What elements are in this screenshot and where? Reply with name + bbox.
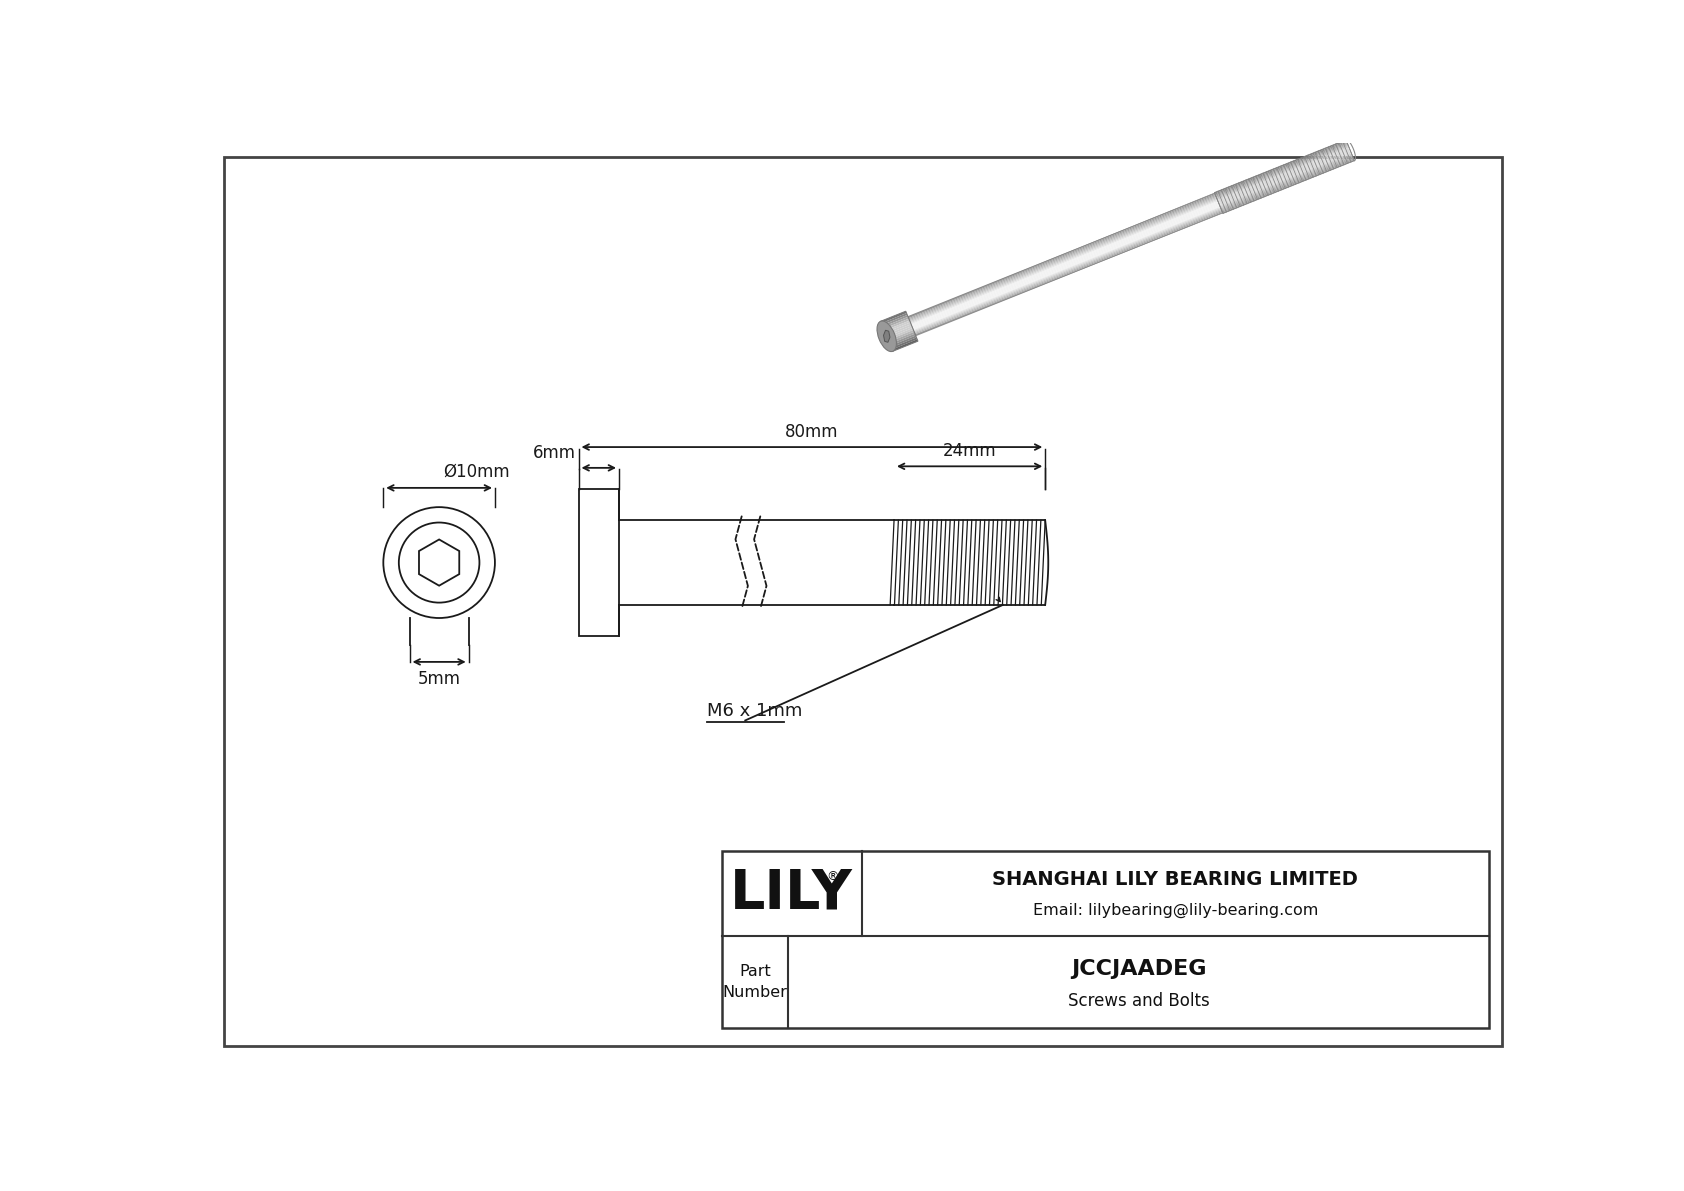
Polygon shape — [913, 204, 1219, 329]
Text: 80mm: 80mm — [785, 423, 839, 441]
Polygon shape — [1221, 157, 1354, 212]
Polygon shape — [1219, 152, 1352, 206]
Text: LILY: LILY — [731, 867, 854, 921]
Polygon shape — [914, 208, 1221, 333]
Polygon shape — [913, 206, 1221, 330]
Polygon shape — [882, 317, 909, 329]
Polygon shape — [1218, 149, 1351, 202]
Ellipse shape — [877, 322, 896, 351]
Polygon shape — [909, 198, 1218, 323]
Text: Screws and Bolts: Screws and Bolts — [1068, 992, 1209, 1010]
Polygon shape — [419, 540, 460, 586]
Polygon shape — [911, 202, 1219, 326]
Polygon shape — [886, 323, 911, 335]
Polygon shape — [913, 207, 1221, 331]
Circle shape — [384, 507, 495, 618]
Polygon shape — [914, 210, 1223, 335]
Text: ®: ® — [825, 871, 839, 884]
Polygon shape — [1218, 146, 1349, 201]
Polygon shape — [1221, 156, 1352, 210]
Polygon shape — [908, 193, 1216, 317]
Polygon shape — [1218, 146, 1349, 200]
Polygon shape — [881, 313, 908, 325]
Polygon shape — [1219, 150, 1351, 204]
Text: JCCJAADEG: JCCJAADEG — [1071, 960, 1206, 979]
Polygon shape — [887, 330, 914, 342]
Polygon shape — [1214, 141, 1347, 194]
Polygon shape — [916, 212, 1223, 336]
Text: Ø10mm: Ø10mm — [443, 462, 510, 480]
Polygon shape — [882, 314, 908, 326]
Polygon shape — [884, 319, 909, 331]
Polygon shape — [1223, 160, 1354, 213]
Text: 5mm: 5mm — [418, 669, 461, 687]
Polygon shape — [911, 201, 1218, 325]
Polygon shape — [886, 324, 911, 336]
Text: M6 x 1mm: M6 x 1mm — [707, 703, 802, 721]
Polygon shape — [911, 199, 1218, 323]
Polygon shape — [893, 339, 918, 351]
Polygon shape — [887, 328, 913, 339]
Polygon shape — [1221, 155, 1352, 208]
Polygon shape — [887, 326, 913, 338]
Text: 6mm: 6mm — [534, 444, 576, 462]
Polygon shape — [913, 205, 1219, 329]
Polygon shape — [891, 336, 916, 348]
Text: Email: lilybearing@lily-bearing.com: Email: lilybearing@lily-bearing.com — [1032, 903, 1319, 918]
Polygon shape — [891, 337, 918, 349]
Polygon shape — [884, 330, 889, 342]
Polygon shape — [909, 195, 1216, 319]
Polygon shape — [909, 197, 1216, 322]
Circle shape — [399, 523, 480, 603]
Polygon shape — [914, 211, 1223, 335]
Polygon shape — [889, 333, 916, 345]
Text: 24mm: 24mm — [943, 442, 997, 460]
Polygon shape — [1216, 142, 1347, 195]
Text: SHANGHAI LILY BEARING LIMITED: SHANGHAI LILY BEARING LIMITED — [992, 869, 1359, 888]
Polygon shape — [889, 332, 914, 344]
Polygon shape — [1219, 154, 1352, 207]
Polygon shape — [1216, 144, 1349, 198]
Polygon shape — [911, 202, 1219, 328]
Polygon shape — [1216, 145, 1349, 199]
Polygon shape — [884, 320, 911, 332]
Polygon shape — [914, 208, 1221, 332]
Polygon shape — [881, 311, 906, 323]
Polygon shape — [1216, 143, 1347, 197]
Polygon shape — [908, 194, 1216, 318]
Polygon shape — [1219, 151, 1351, 205]
Polygon shape — [1214, 139, 1347, 194]
Polygon shape — [909, 197, 1216, 320]
Bar — [722, 852, 1489, 1028]
Polygon shape — [911, 200, 1218, 324]
Polygon shape — [1218, 148, 1351, 202]
Bar — [579, 490, 620, 636]
Polygon shape — [1221, 156, 1354, 211]
Text: Part
Number: Part Number — [722, 965, 788, 1000]
Polygon shape — [1223, 158, 1354, 212]
